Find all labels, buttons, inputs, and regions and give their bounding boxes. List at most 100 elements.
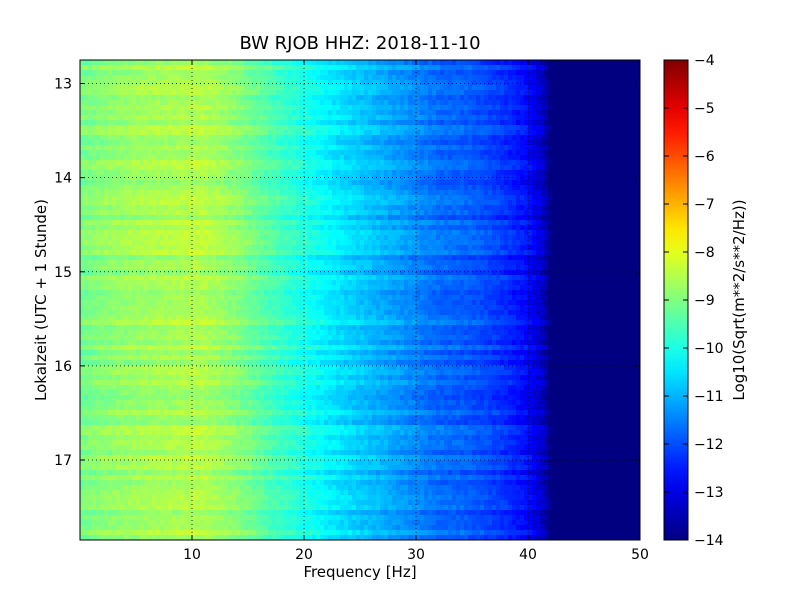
heatmap-cell bbox=[420, 105, 425, 111]
heatmap-cell bbox=[544, 60, 549, 66]
heatmap-cell bbox=[108, 215, 113, 221]
heatmap-cell bbox=[208, 185, 213, 191]
heatmap-cell bbox=[512, 185, 517, 191]
heatmap-cell bbox=[368, 185, 373, 191]
heatmap-cell bbox=[328, 115, 333, 121]
heatmap-cell bbox=[504, 130, 509, 136]
heatmap-cell bbox=[516, 95, 521, 101]
heatmap-cell bbox=[128, 115, 133, 121]
heatmap-cell bbox=[276, 100, 281, 106]
heatmap-cell bbox=[128, 185, 133, 191]
heatmap-cell bbox=[428, 175, 433, 181]
heatmap-cell bbox=[376, 145, 381, 151]
heatmap-cell bbox=[148, 155, 153, 161]
heatmap-cell bbox=[392, 85, 397, 91]
heatmap-cell bbox=[292, 70, 297, 76]
heatmap-cell bbox=[204, 235, 209, 241]
heatmap-cell bbox=[156, 150, 161, 156]
heatmap-cell bbox=[572, 115, 577, 121]
heatmap-cell bbox=[492, 115, 497, 121]
heatmap-cell bbox=[428, 230, 433, 236]
heatmap-cell bbox=[492, 225, 497, 231]
heatmap-cell bbox=[424, 210, 429, 216]
heatmap-cell bbox=[592, 170, 597, 176]
heatmap-cell bbox=[192, 220, 197, 226]
heatmap-cell bbox=[232, 200, 237, 206]
heatmap-cell bbox=[312, 225, 317, 231]
heatmap-cell bbox=[556, 70, 561, 76]
heatmap-cell bbox=[92, 185, 97, 191]
heatmap-cell bbox=[272, 215, 277, 221]
heatmap-cell bbox=[520, 165, 525, 171]
heatmap-cell bbox=[448, 105, 453, 111]
heatmap-cell bbox=[116, 60, 121, 66]
heatmap-cell bbox=[520, 205, 525, 211]
heatmap-cell bbox=[192, 230, 197, 236]
heatmap-cell bbox=[496, 80, 501, 86]
heatmap-cell bbox=[540, 115, 545, 121]
heatmap-cell bbox=[456, 235, 461, 241]
heatmap-cell bbox=[520, 130, 525, 136]
heatmap-cell bbox=[324, 200, 329, 206]
heatmap-cell bbox=[236, 230, 241, 236]
heatmap-cell bbox=[416, 70, 421, 76]
heatmap-cell bbox=[368, 160, 373, 166]
heatmap-cell bbox=[520, 100, 525, 106]
heatmap-cell bbox=[104, 130, 109, 136]
heatmap-cell bbox=[240, 235, 245, 241]
heatmap-cell bbox=[104, 160, 109, 166]
heatmap-cell bbox=[196, 60, 201, 66]
heatmap-cell bbox=[584, 195, 589, 201]
heatmap-cell bbox=[176, 175, 181, 181]
heatmap-cell bbox=[180, 70, 185, 76]
heatmap-cell bbox=[152, 200, 157, 206]
heatmap-cell bbox=[204, 90, 209, 96]
heatmap-cell bbox=[368, 170, 373, 176]
heatmap-cell bbox=[552, 120, 557, 126]
heatmap-cell bbox=[100, 215, 105, 221]
heatmap-cell bbox=[400, 205, 405, 211]
heatmap-cell bbox=[276, 160, 281, 166]
heatmap-cell bbox=[136, 65, 141, 71]
heatmap-cell bbox=[272, 225, 277, 231]
heatmap-cell bbox=[588, 230, 593, 236]
heatmap-cell bbox=[436, 105, 441, 111]
heatmap-cell bbox=[200, 225, 205, 231]
heatmap-cell bbox=[496, 190, 501, 196]
heatmap-cell bbox=[212, 95, 217, 101]
heatmap-cell bbox=[232, 210, 237, 216]
heatmap-cell bbox=[316, 195, 321, 201]
heatmap-cell bbox=[204, 85, 209, 91]
heatmap-cell bbox=[308, 75, 313, 81]
heatmap-cell bbox=[208, 215, 213, 221]
heatmap-cell bbox=[636, 100, 640, 106]
heatmap-cell bbox=[488, 215, 493, 221]
heatmap-cell bbox=[224, 140, 229, 146]
heatmap-cell bbox=[320, 185, 325, 191]
heatmap-cell bbox=[340, 60, 345, 66]
heatmap-cell bbox=[496, 65, 501, 71]
heatmap-cell bbox=[88, 165, 93, 171]
heatmap-cell bbox=[360, 135, 365, 141]
heatmap-cell bbox=[396, 160, 401, 166]
heatmap-cell bbox=[628, 200, 633, 206]
heatmap-cell bbox=[292, 220, 297, 226]
heatmap-cell bbox=[384, 125, 389, 131]
heatmap-cell bbox=[192, 135, 197, 141]
heatmap-cell bbox=[148, 160, 153, 166]
heatmap-cell bbox=[316, 150, 321, 156]
heatmap-cell bbox=[620, 95, 625, 101]
heatmap-cell bbox=[288, 60, 293, 66]
heatmap-cell bbox=[544, 185, 549, 191]
heatmap-cell bbox=[212, 185, 217, 191]
heatmap-cell bbox=[576, 150, 581, 156]
heatmap-cell bbox=[256, 205, 261, 211]
heatmap-cell bbox=[440, 135, 445, 141]
heatmap-cell bbox=[168, 190, 173, 196]
heatmap-cell bbox=[96, 200, 101, 206]
heatmap-cell bbox=[516, 175, 521, 181]
heatmap-cell bbox=[504, 140, 509, 146]
heatmap-cell bbox=[88, 200, 93, 206]
heatmap-cell bbox=[532, 95, 537, 101]
heatmap-cell bbox=[516, 215, 521, 221]
